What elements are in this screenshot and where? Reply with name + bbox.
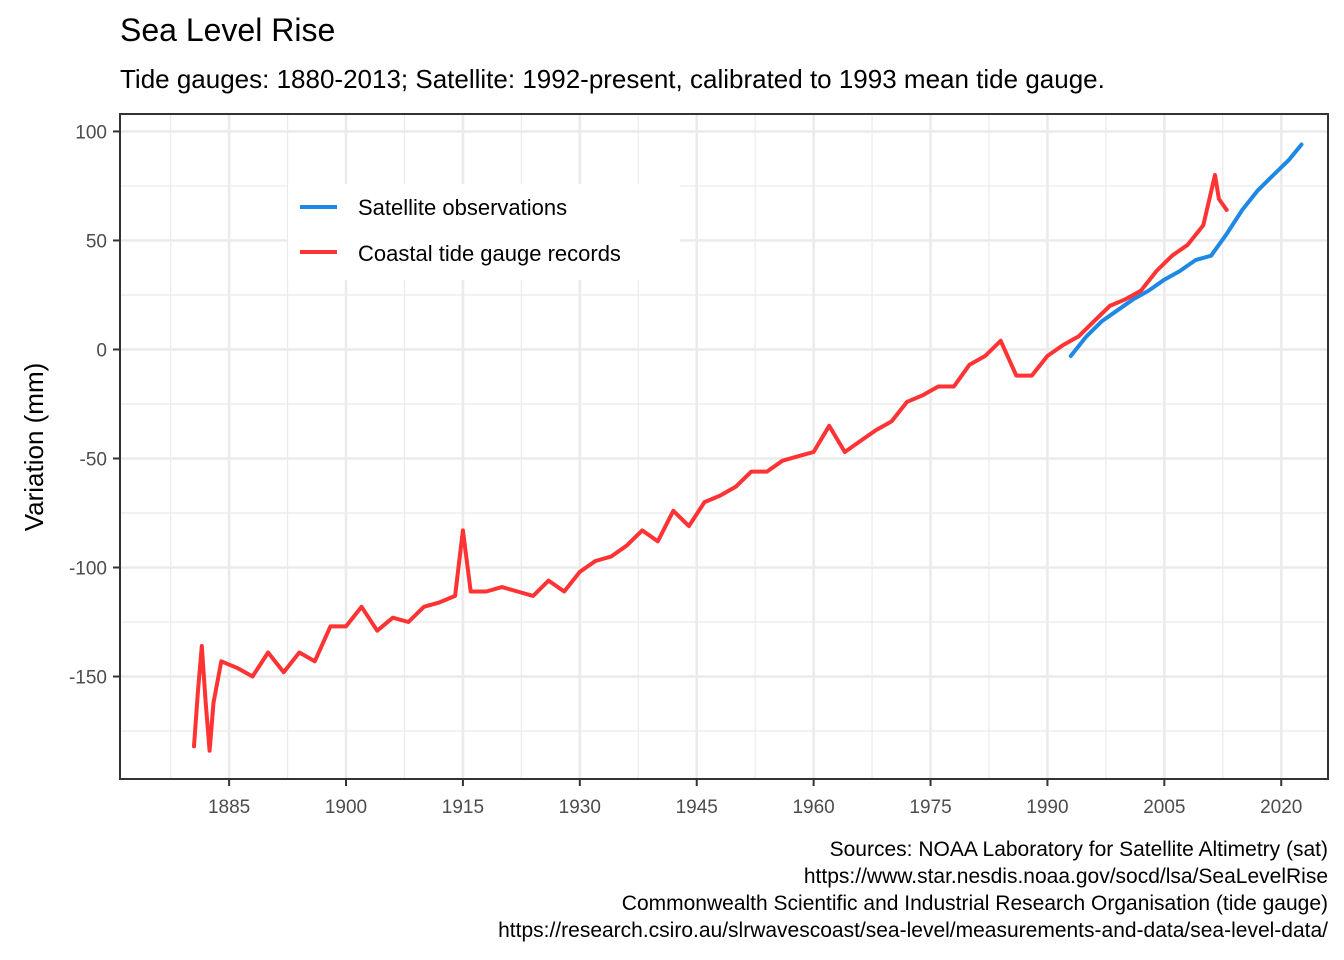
y-axis-label: Variation (mm) bbox=[19, 363, 49, 532]
caption-line: Commonwealth Scientific and Industrial R… bbox=[621, 892, 1328, 915]
x-tick-label: 1900 bbox=[325, 797, 367, 818]
y-tick-label: 0 bbox=[96, 340, 107, 361]
y-tick-label: -100 bbox=[69, 559, 107, 580]
x-tick-label: 1975 bbox=[909, 797, 951, 818]
caption: Sources: NOAA Laboratory for Satellite A… bbox=[498, 836, 1328, 944]
y-axis: -150 -100 -50 0 50 100 bbox=[69, 122, 120, 689]
x-tick-label: 1990 bbox=[1026, 797, 1068, 818]
plot-frame bbox=[119, 113, 1329, 780]
y-tick-label: -150 bbox=[69, 668, 107, 689]
x-tick-label: 1885 bbox=[208, 797, 250, 818]
series-line-tide-gauge bbox=[192, 173, 1229, 753]
chart-subtitle: Tide gauges: 1880-2013; Satellite: 1992-… bbox=[120, 64, 1105, 94]
y-tick-label: 100 bbox=[75, 122, 107, 143]
legend-box bbox=[288, 184, 680, 280]
caption-line: https://research.csiro.au/slrwavescoast/… bbox=[498, 919, 1328, 942]
x-tick-label: 1945 bbox=[676, 797, 718, 818]
x-tick-label: 1960 bbox=[792, 797, 834, 818]
caption-line: Sources: NOAA Laboratory for Satellite A… bbox=[829, 838, 1328, 861]
x-tick-label: 1915 bbox=[442, 797, 484, 818]
x-axis: 1885 1900 1915 1930 1945 1960 1975 1990 2005 2020 bbox=[208, 779, 1302, 818]
legend-label-satellite: Satellite observations bbox=[358, 195, 567, 220]
series-layer bbox=[192, 142, 1304, 753]
x-tick-label: 2005 bbox=[1143, 797, 1185, 818]
y-tick-label: 50 bbox=[86, 231, 107, 252]
series-line-satellite bbox=[1068, 142, 1304, 358]
caption-line: https://www.star.nesdis.noaa.gov/socd/ls… bbox=[803, 865, 1328, 888]
legend-label-tide-gauge: Coastal tide gauge records bbox=[358, 241, 621, 266]
x-tick-label: 2020 bbox=[1260, 797, 1302, 818]
chart-title: Sea Level Rise bbox=[120, 12, 336, 48]
y-tick-label: -50 bbox=[80, 449, 107, 470]
legend: Satellite observations Coastal tide gaug… bbox=[288, 184, 680, 280]
x-tick-label: 1930 bbox=[559, 797, 601, 818]
major-gridlines bbox=[120, 114, 1328, 779]
